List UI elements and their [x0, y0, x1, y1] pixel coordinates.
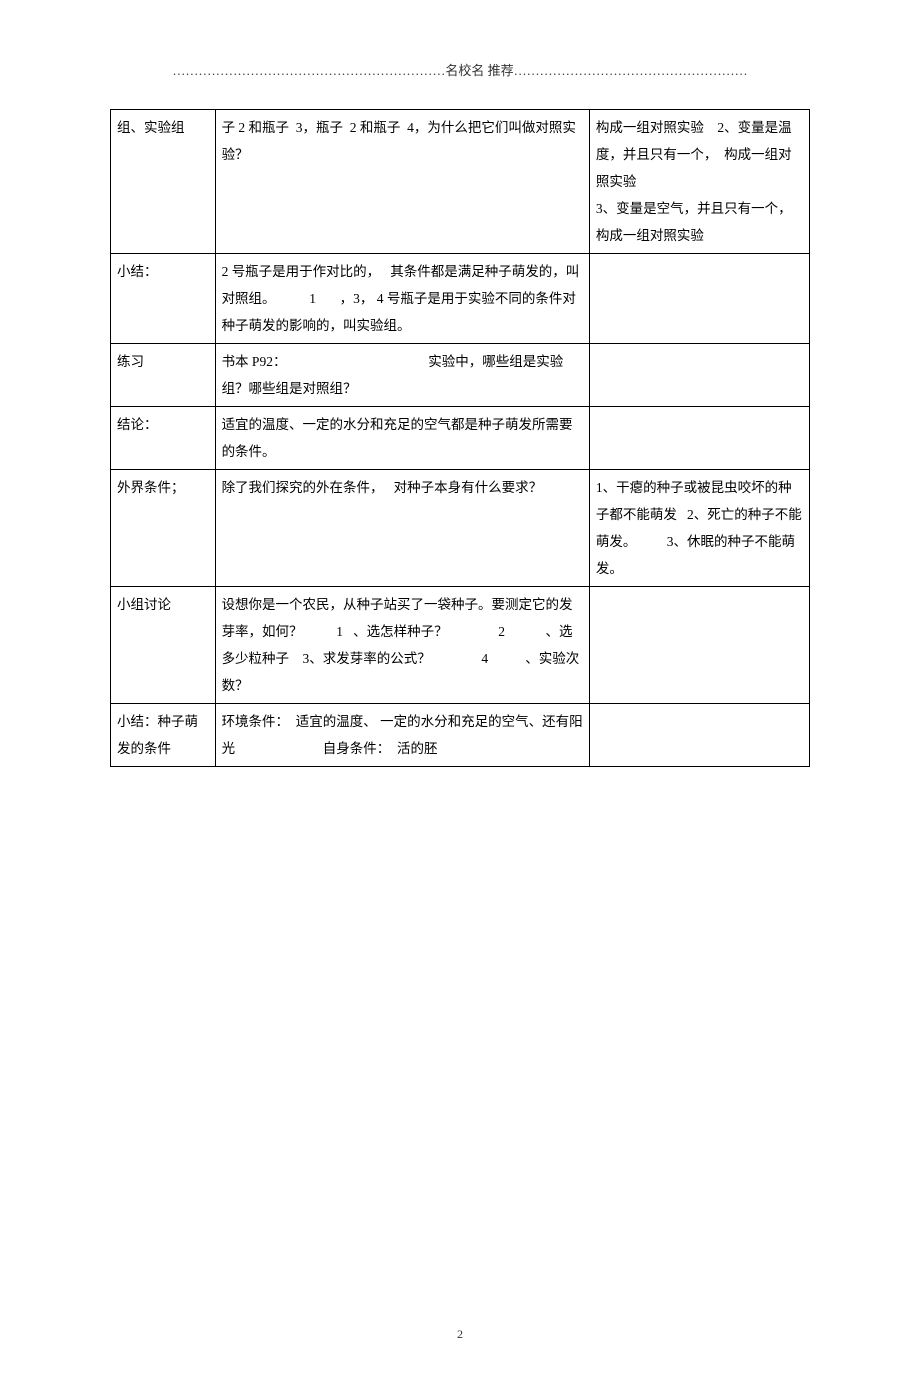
cell-note — [589, 344, 809, 407]
cell-note — [589, 587, 809, 704]
cell-note: 构成一组对照实验 2、变量是温度，并且只有一个， 构成一组对照实验 3、变量是空… — [589, 110, 809, 254]
table-row: 结论： 适宜的温度、一定的水分和充足的空气都是种子萌发所需要的条件。 — [111, 407, 810, 470]
table-row: 组、实验组 子 2 和瓶子 3，瓶子 2 和瓶子 4，为什么把它们叫做对照实验？… — [111, 110, 810, 254]
cell-label: 练习 — [111, 344, 216, 407]
header-text: 名校名 推荐 — [445, 63, 513, 78]
cell-label: 小结：种子萌发的条件 — [111, 704, 216, 767]
table-row: 练习 书本 P92： 实验中，哪些组是实验组？哪些组是对照组？ — [111, 344, 810, 407]
cell-content: 环境条件： 适宜的温度、 一定的水分和充足的空气、还有阳光 自身条件： 活的胚 — [215, 704, 589, 767]
cell-content: 子 2 和瓶子 3，瓶子 2 和瓶子 4，为什么把它们叫做对照实验？ — [215, 110, 589, 254]
cell-note — [589, 254, 809, 344]
page-header: ………………………………………………………名校名 推荐…………………………………… — [110, 60, 810, 79]
page-number: 2 — [110, 1327, 810, 1342]
cell-label: 小组讨论 — [111, 587, 216, 704]
lesson-table: 组、实验组 子 2 和瓶子 3，瓶子 2 和瓶子 4，为什么把它们叫做对照实验？… — [110, 109, 810, 767]
table-row: 小结：种子萌发的条件 环境条件： 适宜的温度、 一定的水分和充足的空气、还有阳光… — [111, 704, 810, 767]
table-row: 外界条件； 除了我们探究的外在条件， 对种子本身有什么要求？ 1、干瘪的种子或被… — [111, 470, 810, 587]
dots-left: ……………………………………………………… — [172, 63, 445, 78]
cell-label: 结论： — [111, 407, 216, 470]
cell-content: 除了我们探究的外在条件， 对种子本身有什么要求？ — [215, 470, 589, 587]
cell-content: 书本 P92： 实验中，哪些组是实验组？哪些组是对照组？ — [215, 344, 589, 407]
cell-content: 2 号瓶子是用于作对比的， 其条件都是满足种子萌发的，叫对照组。 1 ，3， 4… — [215, 254, 589, 344]
cell-note — [589, 407, 809, 470]
cell-note — [589, 704, 809, 767]
cell-note: 1、干瘪的种子或被昆虫咬坏的种子都不能萌发 2、死亡的种子不能萌发。 3、休眠的… — [589, 470, 809, 587]
cell-label: 组、实验组 — [111, 110, 216, 254]
cell-label: 外界条件； — [111, 470, 216, 587]
cell-content: 适宜的温度、一定的水分和充足的空气都是种子萌发所需要的条件。 — [215, 407, 589, 470]
dots-right: ……………………………………………… — [514, 63, 748, 78]
table-row: 小结： 2 号瓶子是用于作对比的， 其条件都是满足种子萌发的，叫对照组。 1 ，… — [111, 254, 810, 344]
cell-label: 小结： — [111, 254, 216, 344]
cell-content: 设想你是一个农民，从种子站买了一袋种子。要测定它的发芽率，如何？ 1 、选怎样种… — [215, 587, 589, 704]
table-row: 小组讨论 设想你是一个农民，从种子站买了一袋种子。要测定它的发芽率，如何？ 1 … — [111, 587, 810, 704]
